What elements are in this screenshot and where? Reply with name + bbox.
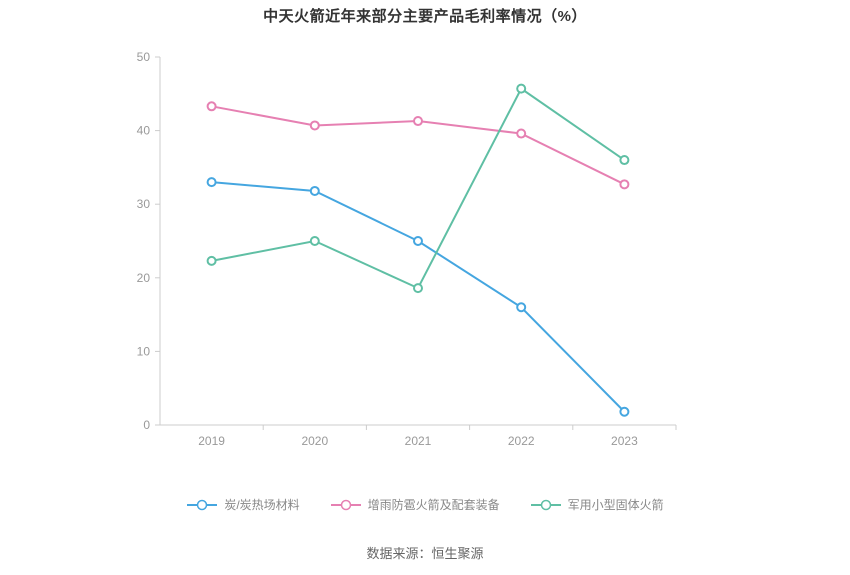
data-point (206, 255, 217, 266)
data-point (413, 236, 423, 246)
data-point (516, 128, 527, 139)
line-series-icon (187, 499, 218, 510)
x-tick-label: 2019 (198, 434, 225, 448)
data-point (309, 120, 320, 131)
data-point (619, 179, 630, 190)
line-chart: 0 10 20 30 40 50 2019 2020 2021 2022 2023 (137, 50, 677, 448)
data-point (206, 101, 217, 112)
y-tick-label: 50 (137, 50, 151, 64)
series-line (211, 181, 626, 413)
legend-item-2[interactable]: 军用小型固体火箭 (530, 496, 664, 513)
y-tick-label: 10 (137, 344, 151, 358)
data-point (309, 185, 320, 196)
data-source: 数据来源：恒生聚源 (366, 546, 484, 561)
legend-label: 军用小型固体火箭 (567, 498, 664, 512)
legend: 炭/炭热场材料 增雨防雹火箭及配套装备 军用小型固体火箭 (0, 496, 850, 513)
y-tick-label: 20 (137, 271, 151, 285)
line-series-icon (330, 499, 361, 510)
data-point (516, 302, 527, 313)
y-tick-label: 40 (137, 124, 151, 138)
y-tick-label: 30 (137, 197, 151, 211)
data-point (413, 283, 423, 294)
x-tick-label: 2020 (301, 434, 328, 448)
legend-item-1[interactable]: 增雨防雹火箭及配套装备 (330, 496, 500, 513)
data-point (309, 236, 320, 246)
legend-label: 炭/炭热场材料 (224, 498, 300, 512)
data-point (516, 83, 527, 94)
data-point (619, 155, 630, 166)
legend-label: 增雨防雹火箭及配套装备 (367, 498, 500, 512)
data-point (206, 177, 217, 188)
x-tick-label: 2022 (508, 434, 535, 448)
data-point (619, 406, 630, 417)
data-point (413, 116, 423, 127)
line-series-icon (530, 499, 561, 510)
x-tick-label: 2023 (611, 434, 638, 448)
chart-title: 中天火箭近年来部分主要产品毛利率情况（%） (263, 8, 587, 25)
y-tick-label: 0 (143, 418, 150, 432)
x-tick-label: 2021 (405, 434, 432, 448)
legend-item-0[interactable]: 炭/炭热场材料 (186, 496, 300, 513)
